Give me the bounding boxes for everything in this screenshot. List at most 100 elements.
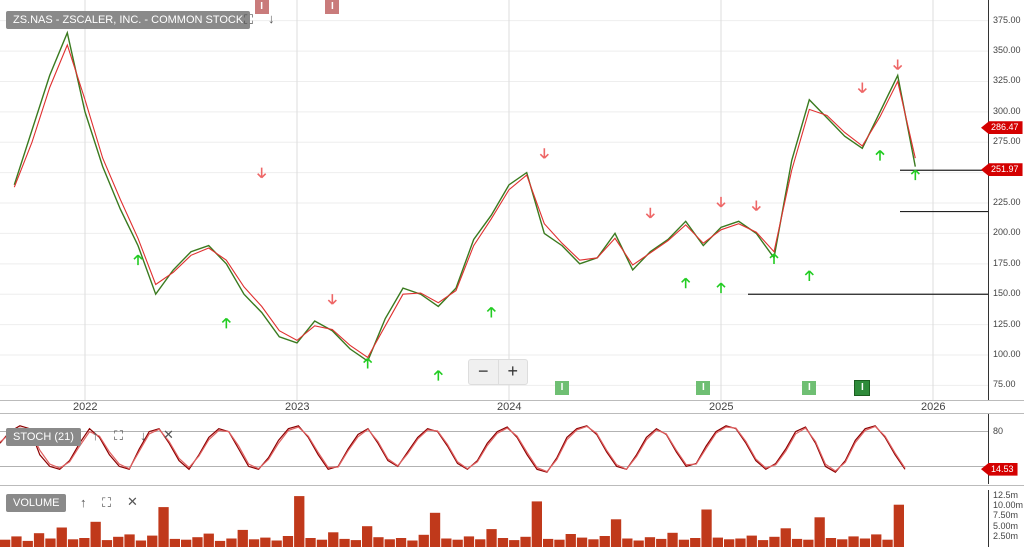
volume-bar [746, 535, 757, 547]
volume-bar [384, 539, 395, 547]
volume-title[interactable]: VOLUME [6, 494, 67, 512]
sell-signal-arrow[interactable] [751, 200, 761, 212]
zoom-out-button[interactable]: − [477, 361, 489, 381]
stoch-d-line [0, 425, 906, 473]
sell-signal-arrow[interactable] [257, 167, 267, 179]
volume-bar [113, 536, 124, 547]
volume-bar [328, 532, 339, 547]
volume-bar [486, 529, 497, 547]
volume-bar [135, 540, 147, 547]
volume-bar [463, 536, 475, 547]
event-flag[interactable]: I [254, 0, 269, 14]
sell-signal-arrow[interactable] [893, 59, 903, 71]
buy-signal-arrow[interactable] [486, 306, 496, 318]
x-tick-label: 2026 [921, 401, 946, 413]
price-chart[interactable] [0, 0, 988, 400]
volume-bar [814, 517, 825, 547]
price-y-tick-label: 150.00 [993, 288, 1021, 299]
buy-signal-arrow[interactable] [221, 317, 231, 329]
pane-divider [0, 400, 1024, 401]
volume-bar [101, 540, 113, 547]
volume-y-tick-label: 12.5m [993, 490, 1019, 501]
volume-bar [803, 539, 814, 547]
expand-icon[interactable]: ⛶ [244, 12, 254, 27]
price-y-tick-label: 275.00 [993, 136, 1021, 147]
volume-bar [407, 540, 418, 547]
zoom-controls: − + [468, 359, 528, 385]
arrow-down-icon[interactable]: ↓ [140, 428, 147, 443]
volume-bar [339, 538, 350, 547]
buy-signal-arrow[interactable] [363, 357, 373, 369]
stoch-chart[interactable] [0, 414, 988, 484]
zoom-in-button[interactable]: + [497, 360, 528, 384]
price-y-tick-label: 225.00 [993, 197, 1021, 208]
sell-signal-arrow[interactable] [327, 294, 337, 305]
chart-title[interactable]: ZS.NAS - ZSCALER, INC. - COMMON STOCK [6, 11, 251, 29]
event-flag[interactable]: I [696, 381, 711, 395]
volume-bar [214, 540, 226, 547]
volume-bar [192, 537, 203, 547]
volume-bar [837, 539, 848, 547]
volume-chart[interactable] [0, 490, 988, 547]
buy-signal-arrow[interactable] [133, 254, 143, 266]
sell-signal-arrow[interactable] [645, 207, 655, 219]
buy-signal-arrow[interactable] [875, 150, 885, 161]
level-price-label: 251.97 [981, 163, 1023, 177]
arrow-up-icon[interactable]: ↑ [80, 495, 87, 510]
event-flag[interactable]: I [555, 381, 569, 395]
volume-bar [882, 539, 893, 547]
arrow-down-icon[interactable]: ↓ [268, 11, 275, 26]
volume-bar [373, 537, 384, 547]
buy-signal-arrow[interactable] [769, 253, 779, 264]
volume-bar [169, 538, 180, 547]
price-y-tick-label: 350.00 [993, 45, 1021, 56]
volume-bar [690, 538, 701, 547]
event-flag[interactable]: I [325, 0, 340, 14]
volume-bar [418, 534, 429, 547]
event-flag[interactable]: I [854, 380, 871, 396]
volume-bar [656, 538, 667, 547]
stoch-title[interactable]: STOCH (21) [6, 428, 81, 446]
volume-bar [260, 537, 271, 547]
price-y-tick-label: 100.00 [993, 349, 1021, 359]
expand-icon[interactable]: ⛶ [114, 428, 124, 443]
volume-bar [825, 538, 837, 547]
volume-bar [893, 504, 904, 547]
buy-signal-arrow[interactable] [804, 270, 814, 281]
expand-icon[interactable]: ⛶ [102, 495, 112, 510]
volume-bar [22, 540, 33, 547]
volume-bar [45, 538, 56, 547]
volume-bar [147, 535, 158, 547]
volume-bar [701, 509, 712, 547]
volume-bar [633, 540, 644, 547]
sell-signal-arrow[interactable] [539, 148, 549, 159]
moving-average-line [13, 43, 916, 359]
buy-signal-arrow[interactable] [433, 370, 443, 381]
close-icon[interactable]: ✕ [127, 494, 138, 509]
stoch-last-value: 14.53 [981, 462, 1018, 476]
stoch-k-line [0, 425, 906, 473]
volume-bar [226, 538, 237, 547]
buy-signal-arrow[interactable] [716, 282, 726, 294]
volume-bar [56, 527, 67, 547]
volume-bar [724, 539, 735, 547]
stoch-pane [0, 414, 988, 484]
stoch-y-tick-label: 80 [993, 425, 1004, 436]
price-y-tick-label: 175.00 [993, 257, 1021, 268]
price-y-tick-label: 200.00 [993, 227, 1021, 238]
volume-bar [181, 539, 192, 547]
price-y-tick-label: 325.00 [993, 75, 1021, 86]
x-tick-label: 2024 [497, 401, 522, 413]
event-flag[interactable]: I [802, 381, 817, 395]
sell-signal-arrow[interactable] [857, 82, 867, 94]
arrow-up-icon[interactable]: ↑ [92, 428, 99, 443]
buy-signal-arrow[interactable] [910, 169, 920, 181]
price-series-line [13, 30, 916, 363]
volume-bar [610, 519, 622, 547]
volume-bar [644, 537, 656, 547]
sell-signal-arrow[interactable] [716, 196, 726, 208]
close-icon[interactable]: ✕ [163, 427, 174, 442]
volume-pane [0, 490, 988, 547]
volume-bar [576, 537, 588, 547]
buy-signal-arrow[interactable] [681, 277, 691, 289]
